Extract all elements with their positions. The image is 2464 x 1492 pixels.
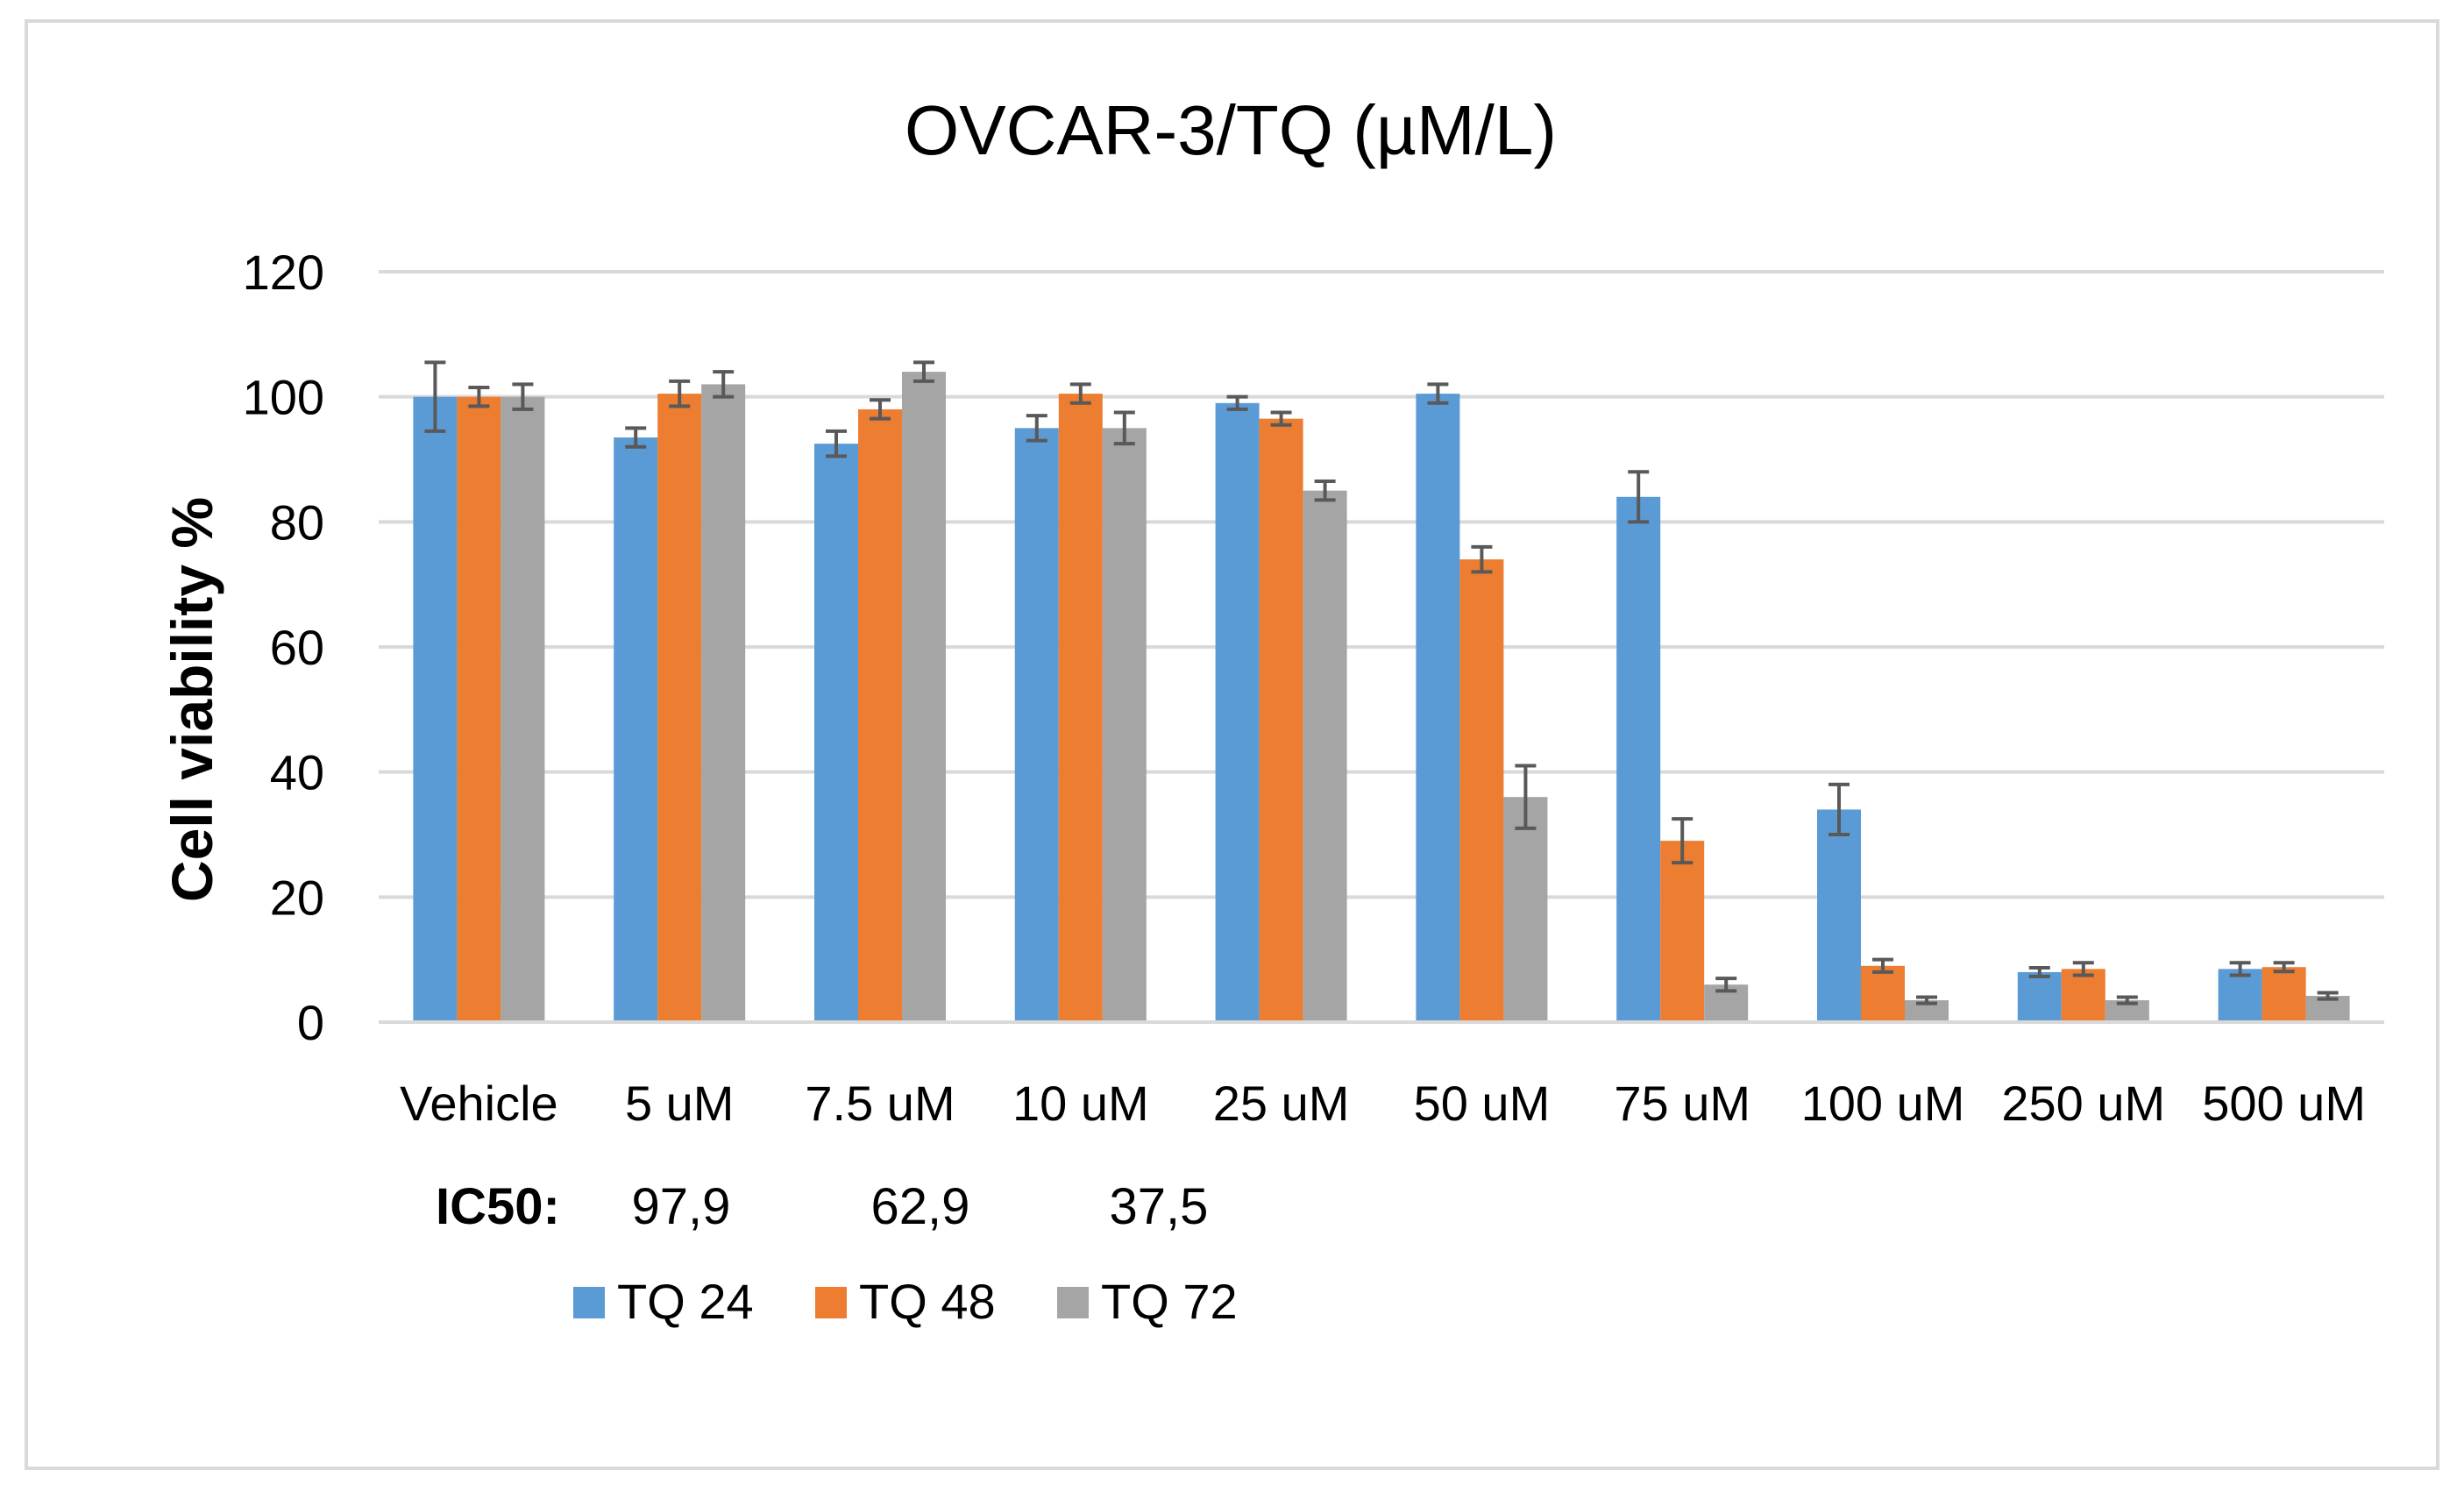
bar-tq24-vehicle [413, 396, 458, 1023]
error-bar-tq72-250-um [2116, 995, 2138, 1005]
bar-tq72-10-um [1102, 428, 1147, 1022]
ic50-value-tq24: 97,9 [632, 1178, 731, 1235]
x-tick-label-500-um: 500 uM [2202, 1076, 2366, 1131]
bar-tq72-7-5-um [902, 372, 946, 1023]
error-bar-tq72-5-um [713, 370, 735, 399]
error-bar-tq24-500-um [2229, 961, 2251, 977]
y-tick-label-80: 80 [270, 494, 324, 550]
bar-tq48-100-um [1861, 965, 1905, 1022]
y-tick-label-100: 100 [243, 370, 324, 425]
error-bars [424, 360, 2339, 1005]
legend-label-tq72: TQ 72 [1101, 1274, 1238, 1329]
x-tick-label-25-um: 25 uM [1213, 1076, 1350, 1131]
bar-tq48-50-um [1459, 559, 1504, 1022]
bar-tq24-5-um [614, 437, 658, 1022]
x-tick-label-50-um: 50 uM [1414, 1076, 1551, 1131]
error-bar-tq72-75-um [1715, 977, 1737, 993]
legend: TQ 24 TQ 48 TQ 72 [573, 1274, 1238, 1329]
y-tick-labels: 0 20 40 60 80 100 120 [243, 245, 324, 1050]
ic50-label: IC50: [436, 1178, 560, 1235]
x-tick-labels: Vehicle 5 uM 7.5 uM 10 uM 25 uM 50 uM 75 uM 100… [400, 1076, 2366, 1131]
error-bar-tq72-100-um [1916, 995, 1937, 1005]
legend-label-tq24: TQ 24 [617, 1274, 754, 1329]
x-tick-label-250-um: 250 uM [2001, 1076, 2165, 1131]
bar-tq48-500-um [2262, 967, 2306, 1022]
chart-svg: OVCAR-3/TQ (µM/L) 0 20 40 60 80 100 120 Vehicl… [160, 91, 2384, 1329]
ic50-row: IC50: 97,9 62,9 37,5 [436, 1178, 1208, 1235]
bar-tq48-10-um [1058, 394, 1103, 1023]
error-bar-tq24-25-um [1226, 394, 1248, 411]
chart-frame: OVCAR-3/TQ (µM/L) 0 20 40 60 80 100 120 Vehicl… [25, 19, 2439, 1470]
bar-tq24-25-um [1215, 402, 1260, 1022]
error-bar-tq48-500-um [2273, 961, 2295, 974]
error-bar-tq24-vehicle [424, 360, 446, 433]
bar-tq24-500-um [2218, 969, 2262, 1022]
error-bar-tq24-100-um [1828, 782, 1850, 836]
legend-swatch-tq24 [573, 1287, 605, 1318]
error-bar-tq24-50-um [1427, 382, 1449, 405]
error-bar-tq24-7-5-um [826, 429, 847, 458]
error-bar-tq72-25-um [1314, 479, 1336, 502]
bar-tq72-25-um [1303, 490, 1347, 1022]
bar-tq24-50-um [1416, 394, 1460, 1023]
error-bar-tq48-250-um [2072, 961, 2094, 977]
y-tick-label-0: 0 [297, 995, 324, 1050]
bar-tq48-75-um [1660, 841, 1705, 1022]
error-bar-tq48-10-um [1069, 382, 1091, 405]
error-bar-tq48-5-um [669, 379, 691, 409]
bar-tq24-75-um [1616, 496, 1661, 1022]
error-bar-tq72-500-um [2317, 991, 2339, 1001]
y-axis-label: Cell viability % [160, 497, 224, 902]
x-tick-label-5-um: 5 uM [625, 1076, 735, 1131]
bar-tq72-5-um [701, 384, 746, 1022]
y-tick-label-120: 120 [243, 245, 324, 300]
bar-tq24-250-um [2017, 971, 2062, 1022]
error-bar-tq24-75-um [1628, 470, 1650, 524]
error-bar-tq48-50-um [1471, 544, 1493, 574]
x-tick-label-10-um: 10 uM [1012, 1076, 1149, 1131]
error-bar-tq48-100-um [1872, 957, 1893, 974]
x-tick-label-7-5-um: 7.5 uM [805, 1076, 955, 1131]
bar-tq24-7-5-um [814, 444, 858, 1023]
ic50-value-tq72: 37,5 [1110, 1178, 1209, 1235]
x-tick-label-vehicle: Vehicle [400, 1076, 558, 1131]
bar-tq48-7-5-um [858, 409, 902, 1022]
chart-title: OVCAR-3/TQ (µM/L) [905, 91, 1557, 169]
bar-tq48-25-um [1259, 418, 1303, 1023]
error-bar-tq72-10-um [1113, 410, 1135, 446]
bar-tq72-vehicle [501, 396, 545, 1023]
error-bar-tq48-7-5-um [870, 398, 891, 421]
bar-tq48-5-um [657, 394, 702, 1023]
y-tick-label-40: 40 [270, 745, 324, 800]
bars [413, 372, 2350, 1023]
error-bar-tq48-25-um [1270, 410, 1292, 427]
bar-tq24-10-um [1014, 428, 1059, 1022]
legend-swatch-tq48 [815, 1287, 847, 1318]
error-bar-tq48-75-um [1672, 817, 1694, 865]
error-bar-tq24-10-um [1026, 414, 1047, 443]
legend-swatch-tq72 [1057, 1287, 1089, 1318]
bar-tq72-50-um [1503, 797, 1548, 1022]
error-bar-tq48-vehicle [468, 385, 490, 409]
bar-tq48-vehicle [457, 396, 501, 1023]
legend-label-tq48: TQ 48 [859, 1274, 996, 1329]
error-bar-tq72-vehicle [512, 382, 534, 411]
error-bar-tq72-50-um [1515, 764, 1537, 830]
error-bar-tq24-5-um [625, 426, 647, 449]
bar-tq48-250-um [2061, 969, 2105, 1022]
x-tick-label-75-um: 75 uM [1614, 1076, 1750, 1131]
x-tick-label-100-um: 100 uM [1801, 1076, 1965, 1131]
ic50-value-tq48: 62,9 [871, 1178, 970, 1235]
y-tick-label-60: 60 [270, 620, 324, 675]
bar-tq24-100-um [1817, 809, 1861, 1022]
error-bar-tq24-250-um [2028, 965, 2050, 978]
y-tick-label-20: 20 [270, 870, 324, 925]
error-bar-tq72-7-5-um [913, 360, 934, 383]
